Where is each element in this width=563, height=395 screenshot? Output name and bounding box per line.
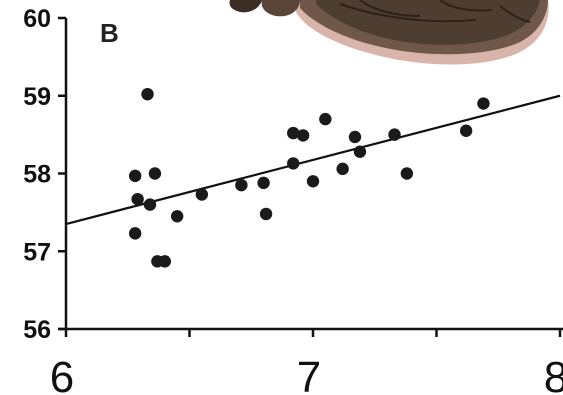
data-point [128, 169, 142, 183]
data-point [287, 126, 300, 140]
y-tick-label: 59 [23, 83, 51, 111]
x-tick-label: 7 [297, 353, 321, 395]
data-point [296, 129, 310, 142]
data-point [257, 176, 270, 190]
data-point [306, 175, 320, 188]
data-point [287, 157, 300, 170]
data-point [388, 128, 401, 141]
data-point [336, 162, 349, 176]
data-point [348, 130, 362, 144]
data-point [128, 227, 142, 240]
data-point [477, 97, 490, 110]
data-point [131, 192, 144, 206]
turtle-shell-icon [229, 0, 549, 65]
y-tick-label: 57 [23, 238, 51, 266]
data-point [143, 198, 157, 211]
data-point [148, 167, 162, 180]
data-point [459, 124, 473, 137]
data-point [319, 112, 332, 126]
data-point [195, 188, 209, 201]
y-tick-label: 56 [23, 316, 51, 344]
data-point [141, 87, 154, 101]
x-tick-label: 8 [544, 353, 563, 395]
data-point [158, 255, 171, 268]
data-points [128, 87, 490, 268]
y-tick-label: 60 [23, 5, 51, 33]
x-tick-label: 6 [50, 353, 74, 395]
x-axis: 6 7 8 [50, 327, 563, 395]
data-point [235, 178, 248, 192]
data-point [400, 167, 414, 180]
data-point [353, 145, 367, 158]
y-axis: 56 57 58 59 60 [23, 5, 68, 344]
panel-label: B [100, 18, 119, 48]
y-tick-label: 58 [23, 161, 51, 189]
data-point [170, 210, 184, 223]
data-point [259, 207, 273, 221]
